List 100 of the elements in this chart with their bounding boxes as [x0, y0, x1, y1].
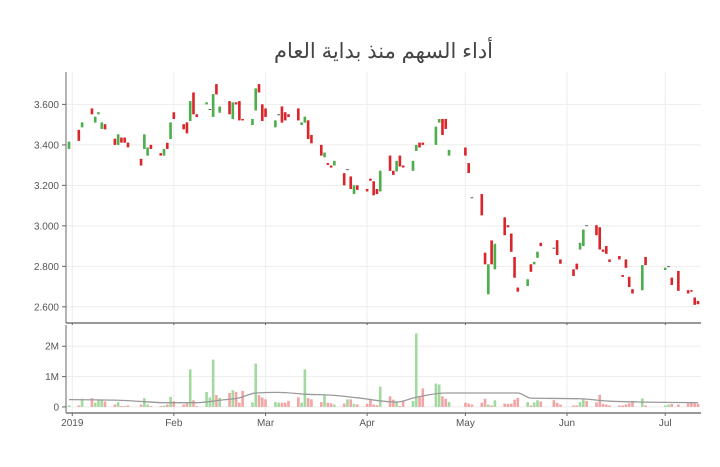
bar [346, 399, 349, 407]
x-tick-label: Jul [658, 418, 672, 429]
candlestick [388, 155, 392, 172]
bar [670, 404, 674, 407]
bar [693, 403, 696, 407]
bar [539, 401, 542, 407]
y-tick-label: 3.200 [34, 180, 60, 192]
x-tick-label: Mar [256, 418, 275, 429]
y-tick-label: 0 [53, 402, 60, 414]
candlestick [188, 100, 192, 122]
candlestick [510, 233, 513, 252]
bar [402, 401, 404, 407]
candlestick [215, 84, 218, 95]
bar [441, 396, 444, 407]
bar [467, 404, 470, 407]
bar [231, 390, 234, 407]
bar [536, 400, 539, 407]
y-tick-label: 3.000 [34, 221, 60, 232]
bar [304, 369, 306, 407]
candlestick [434, 126, 438, 146]
bar [349, 399, 352, 407]
bar [284, 402, 287, 407]
bar [97, 400, 100, 407]
bar [414, 333, 418, 407]
bar [116, 402, 120, 407]
bar [582, 399, 585, 407]
bar [434, 384, 438, 407]
chart-title: أداء السهم منذ بداية العام [274, 37, 494, 64]
bar [258, 395, 260, 407]
bar [494, 400, 496, 407]
x-tick-label: Jun [558, 418, 576, 429]
bar [254, 364, 258, 407]
bar [503, 404, 506, 407]
bar [94, 402, 97, 407]
bar [526, 402, 529, 407]
bar [366, 404, 368, 407]
bar [578, 402, 582, 407]
line-series [68, 392, 699, 404]
bar [480, 402, 484, 407]
y-tick-label: 1M [45, 372, 59, 384]
bar [100, 400, 104, 407]
candlestick [490, 240, 493, 265]
bar [696, 404, 700, 407]
bar [513, 400, 516, 407]
bar [516, 398, 520, 407]
x-tick-label: Apr [359, 418, 376, 429]
bar [510, 404, 513, 407]
bar [342, 404, 346, 407]
bar [686, 403, 690, 407]
bar [532, 402, 536, 407]
candlestick [372, 180, 375, 196]
bar [188, 369, 192, 407]
bar [506, 404, 510, 407]
candlestick [556, 240, 558, 256]
candlestick [441, 118, 444, 136]
candlestick [513, 256, 516, 278]
y-tick-label: 2M [45, 342, 59, 353]
bar [287, 400, 290, 407]
bar [297, 397, 300, 407]
candlestick [677, 270, 680, 292]
candlestick [231, 102, 234, 120]
candlestick [480, 194, 484, 216]
bar [260, 398, 264, 407]
candlestick [254, 88, 258, 111]
bar [104, 401, 106, 407]
x-tick-label: May [456, 418, 475, 429]
bar [464, 402, 467, 407]
x-tick-label: 2019 [61, 418, 84, 429]
bar [186, 403, 188, 407]
y-tick-label: 2.800 [34, 262, 60, 273]
bar [444, 398, 448, 407]
bar [212, 360, 214, 407]
y-tick-label: 2.600 [34, 302, 60, 314]
bar [378, 386, 382, 407]
bar [323, 394, 326, 407]
bar [628, 403, 631, 407]
bar [448, 402, 450, 407]
bar [585, 400, 588, 407]
bar [552, 400, 556, 407]
bar [280, 402, 284, 407]
bar [556, 402, 558, 407]
candlestick [378, 170, 382, 192]
bar [352, 404, 356, 407]
y-tick-label: 3.600 [34, 100, 60, 111]
candlestick [212, 94, 214, 118]
bar [369, 400, 372, 407]
candlestick [238, 100, 241, 121]
bar [277, 402, 280, 407]
bar [306, 398, 310, 407]
candlestick [260, 104, 264, 122]
x-tick-label: Feb [165, 418, 183, 429]
candlestick [228, 100, 231, 115]
bar [264, 399, 267, 407]
bar [326, 402, 330, 407]
bar [438, 384, 441, 407]
bar [484, 398, 486, 407]
bar [330, 403, 332, 407]
bar [310, 399, 313, 407]
candlestick [342, 172, 346, 186]
bar [320, 402, 323, 407]
